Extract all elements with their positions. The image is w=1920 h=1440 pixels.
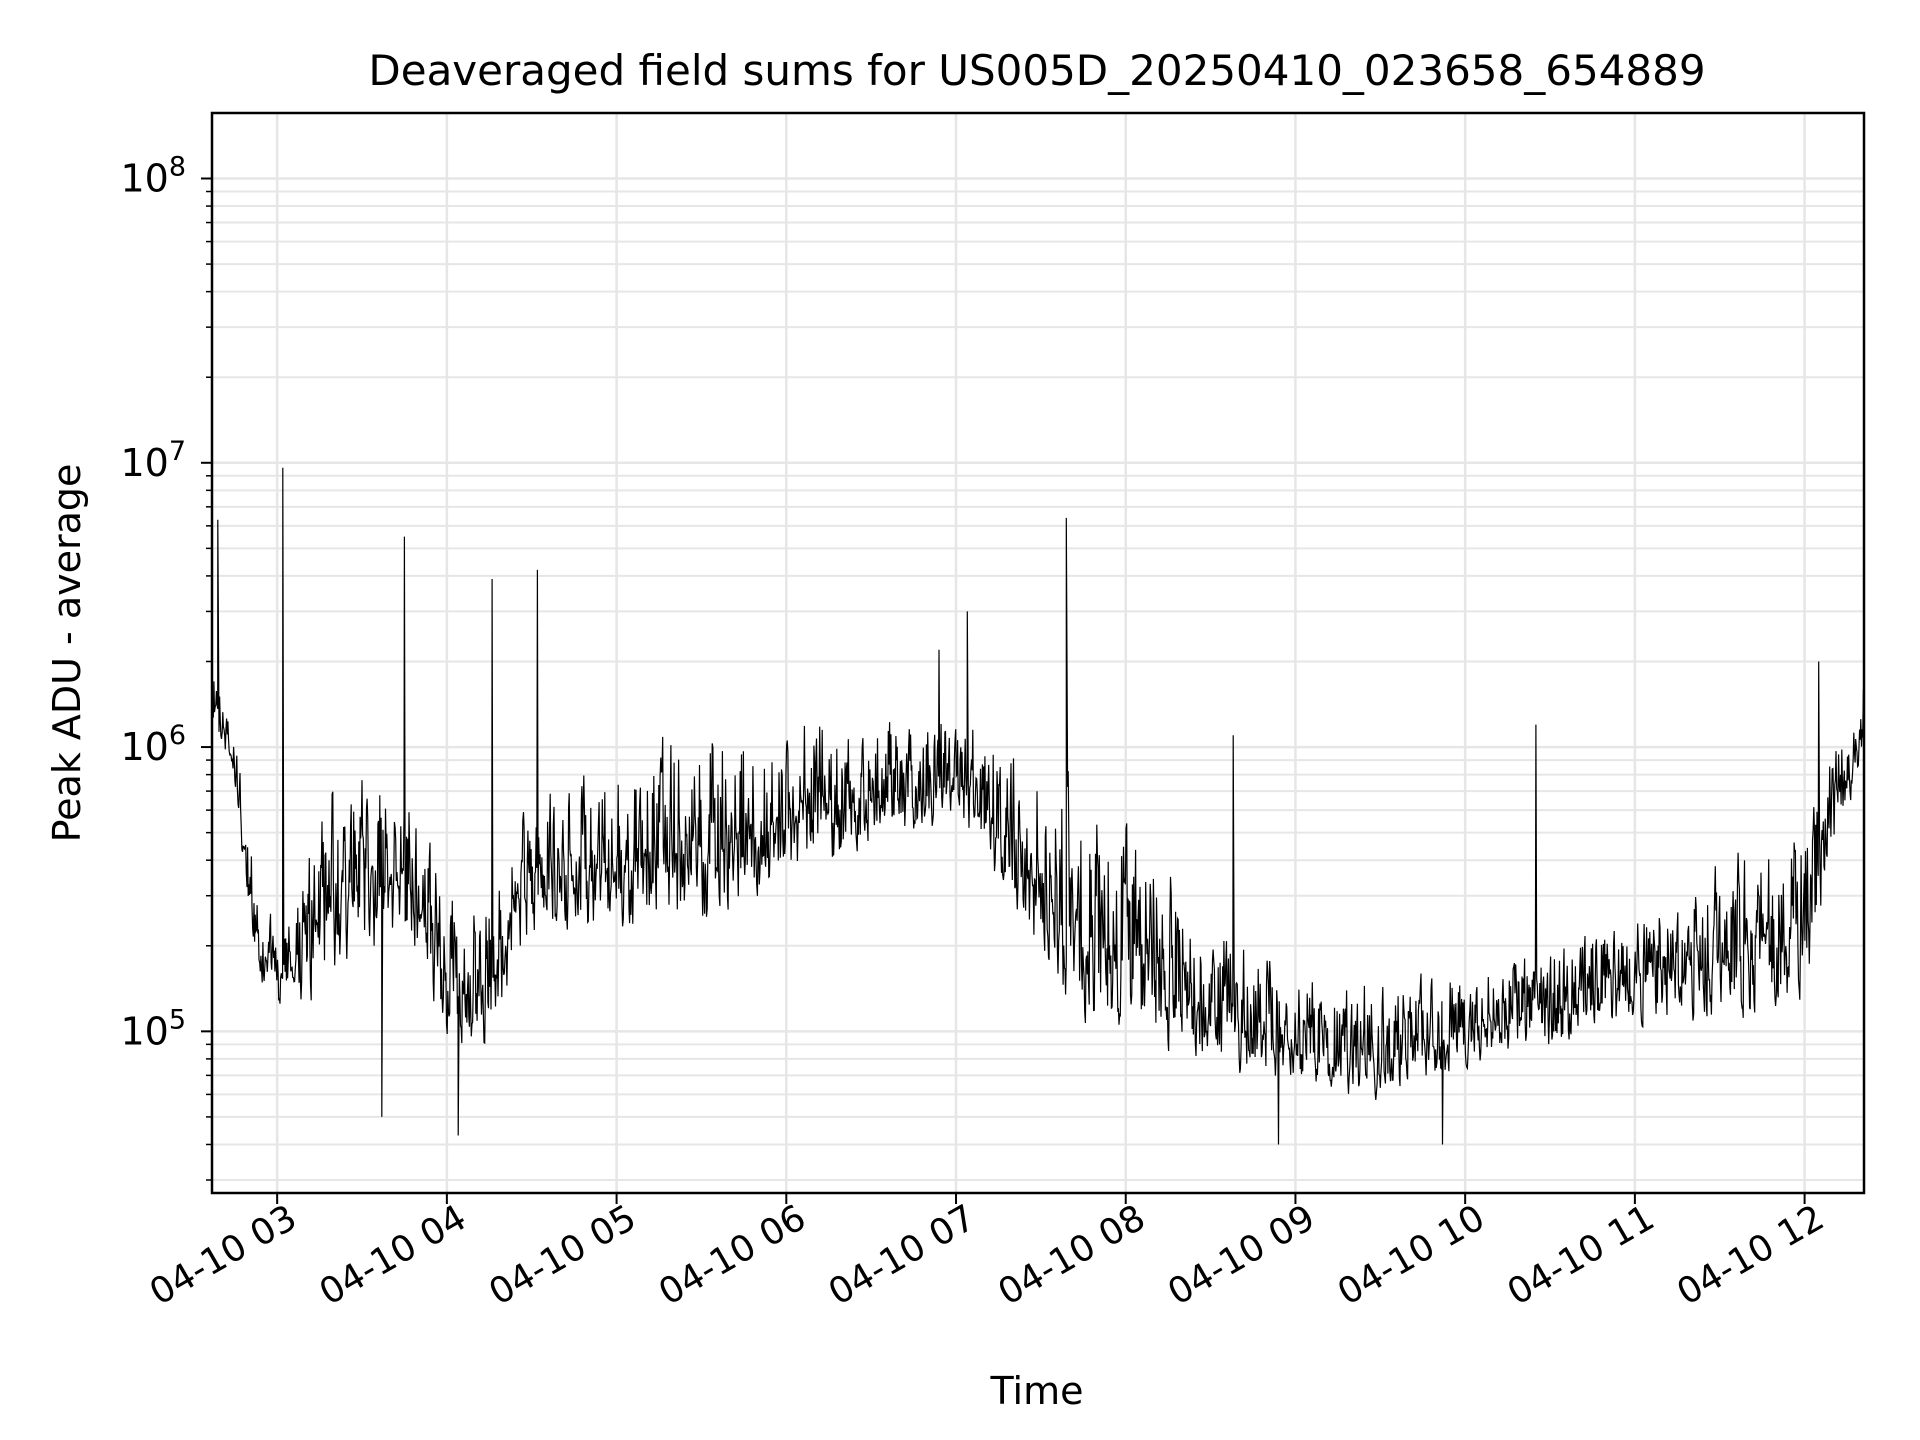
y-axis: 105 106 107 108 — [120, 152, 212, 1181]
plot-frame — [210, 111, 1866, 1195]
x-axis-label: Time — [990, 1369, 1084, 1413]
series-line — [211, 467, 1865, 1145]
y-tick-label: 106 — [120, 720, 186, 769]
y-tick-label: 105 — [120, 1004, 186, 1053]
chart-title: Deaveraged field sums for US005D_2025041… — [368, 46, 1705, 95]
data-series — [211, 467, 1865, 1145]
y-axis-label: Peak ADU - average — [45, 464, 89, 843]
y-tick-label: 108 — [120, 152, 186, 201]
y-tick-label: 107 — [120, 436, 186, 485]
